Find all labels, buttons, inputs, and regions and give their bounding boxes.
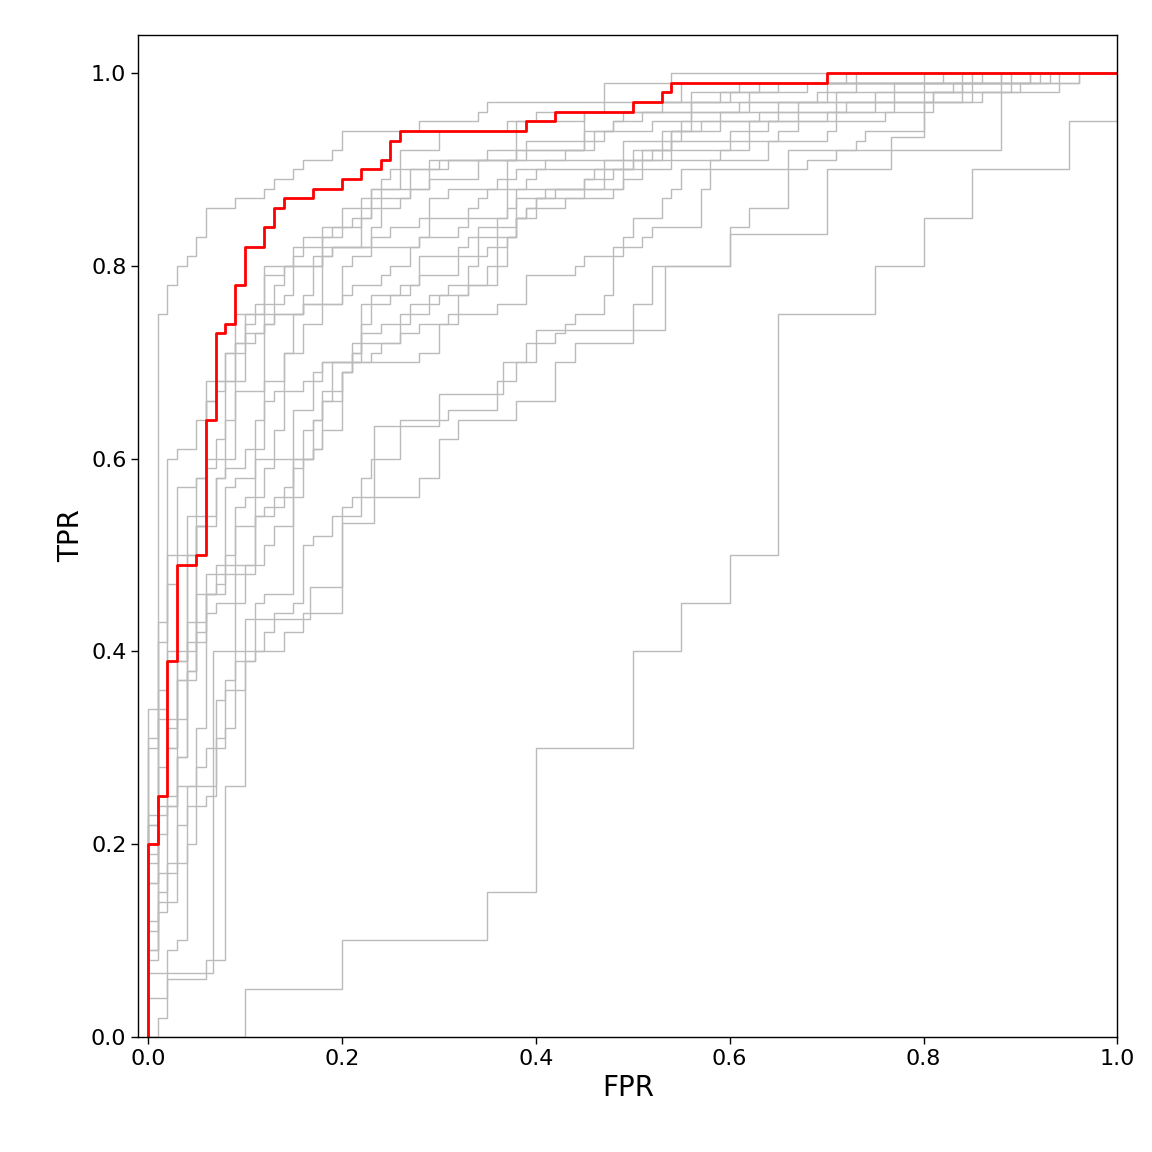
Y-axis label: TPR: TPR (58, 509, 85, 562)
X-axis label: FPR: FPR (601, 1074, 654, 1102)
